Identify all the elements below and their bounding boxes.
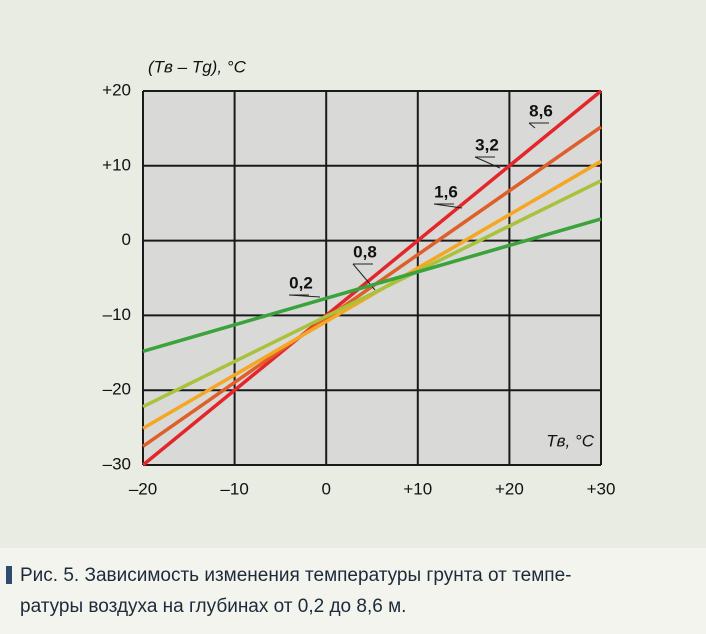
- label-leader: [474, 156, 501, 169]
- series-line: [142, 179, 602, 409]
- x-tick-label: +10: [403, 479, 432, 498]
- series-line: [142, 217, 602, 353]
- y-tick-label: –20: [103, 380, 131, 399]
- y-tick-label: –30: [103, 454, 131, 473]
- y-tick-label: –10: [103, 305, 131, 324]
- x-axis-label: Tв, °C: [546, 431, 595, 450]
- series-label: 1,6: [434, 182, 458, 201]
- caption-marker: [6, 566, 12, 584]
- series-line: [141, 89, 603, 467]
- y-tick-label: +10: [102, 155, 131, 174]
- x-tick-label: –20: [129, 479, 157, 498]
- caption-panel: [0, 548, 706, 634]
- x-tick-label: +20: [495, 479, 524, 498]
- x-tick-label: +30: [587, 479, 616, 498]
- label-leader: [528, 122, 536, 129]
- series-label: 0,2: [289, 273, 313, 292]
- series-label: 0,8: [353, 242, 377, 261]
- label-leader: [433, 203, 463, 209]
- y-axis-label: (Tв – Tg), °C: [148, 57, 247, 76]
- label-leader: [288, 294, 321, 298]
- x-tick-label: 0: [321, 479, 330, 498]
- series-label: 3,2: [475, 135, 499, 154]
- y-tick-label: 0: [122, 230, 131, 249]
- series-label: 8,6: [529, 101, 553, 120]
- y-tick-label: +20: [102, 80, 131, 99]
- caption-line: ратуры воздуха на глубинах от 0,2 до 8,6…: [20, 596, 406, 617]
- caption-line: Рис. 5. Зависимость изменения температур…: [20, 565, 571, 586]
- x-tick-label: –10: [220, 479, 248, 498]
